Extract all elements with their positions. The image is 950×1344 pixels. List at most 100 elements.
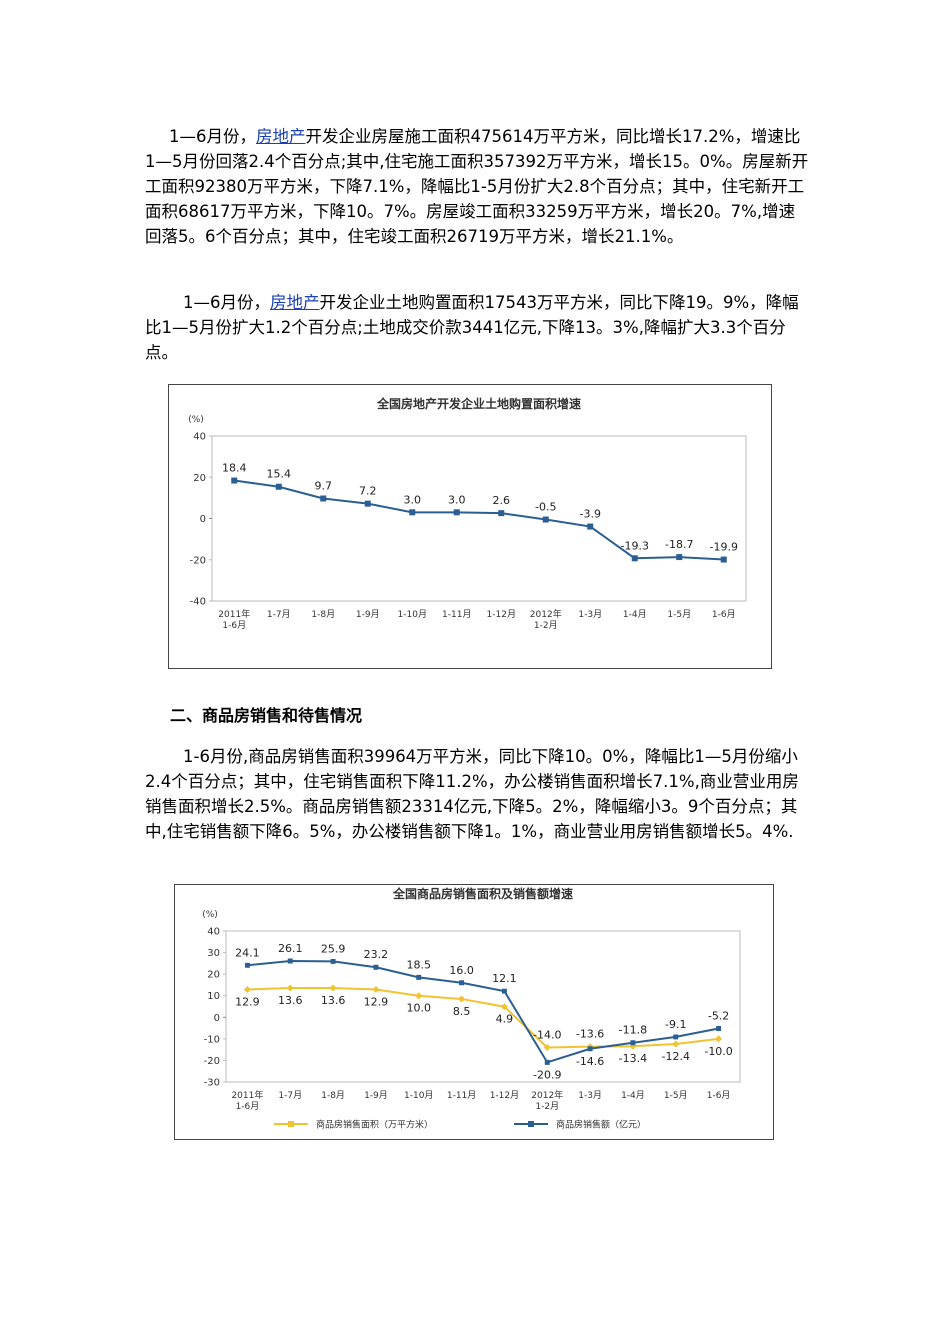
paragraph: 1—6月份，房地产开发企业房屋施工面积475614万平方米，同比增长17.2%，…: [145, 124, 810, 249]
point: [676, 554, 683, 561]
point: [243, 985, 251, 993]
point: [275, 483, 282, 490]
point: [498, 510, 505, 517]
x-tick-label: 2011年 1-6月: [231, 1089, 263, 1112]
chart-frame: [168, 384, 772, 669]
y-tick-label: -30: [204, 1078, 220, 1089]
x-tick-label: 1-3月: [578, 1090, 602, 1101]
data-label: 18.4: [222, 462, 247, 475]
x-tick-label: 1-8月: [311, 609, 335, 620]
link[interactable]: 房地产: [270, 293, 320, 312]
point: [416, 974, 422, 980]
data-label: 7.2: [359, 485, 377, 498]
data-label: 3.0: [448, 493, 466, 506]
paragraph: 1-6月份,商品房销售面积39964万平方米，同比下降10。0%，降幅比1—5月…: [145, 747, 799, 841]
chart-frame: [174, 884, 774, 1140]
y-tick-label: -20: [204, 1056, 220, 1067]
point: [330, 958, 336, 964]
x-tick-label: 1-9月: [356, 609, 380, 620]
point: [373, 964, 379, 970]
y-unit: (%): [202, 910, 218, 920]
link[interactable]: 房地产: [256, 127, 306, 146]
data-label: 13.6: [278, 994, 303, 1007]
point: [409, 509, 416, 516]
point: [364, 500, 371, 507]
y-tick-label: 20: [207, 970, 220, 981]
paragraph: 1—6月份，房地产开发企业土地购置面积17543万平方米，同比下降19。9%，降…: [145, 290, 810, 365]
y-tick-label: -10: [204, 1034, 220, 1045]
text: 开发企业土地购置面积17543万平方米，同比下降19。9%，降幅比1—5月份扩大…: [145, 293, 799, 362]
series-line: [234, 479, 724, 561]
data-label: 16.0: [449, 964, 474, 977]
point: [673, 1034, 679, 1040]
heading: 二、商品房销售和待售情况: [170, 706, 363, 725]
point: [587, 1046, 593, 1052]
data-label: -13.4: [619, 1052, 647, 1065]
x-tick-label: 1-8月: [321, 1090, 345, 1101]
point: [544, 1059, 550, 1065]
data-label: -19.3: [621, 539, 649, 552]
plot-frame: [211, 435, 747, 602]
x-tick-label: 1-5月: [667, 609, 691, 620]
x-tick-label: 1-4月: [623, 609, 647, 620]
point: [286, 984, 294, 992]
point: [329, 984, 337, 992]
chart: 全国房地产开发企业土地购置面积增速 (%) -40 -20 0 20 40 2011年 1-6月…: [168, 384, 772, 669]
data-label: -3.9: [580, 508, 601, 521]
data-label: -19.9: [710, 541, 738, 554]
data-label: -12.4: [662, 1050, 690, 1063]
point: [453, 509, 460, 516]
data-label: -10.0: [704, 1045, 732, 1058]
data-label: -11.8: [619, 1024, 647, 1037]
point: [231, 477, 238, 484]
text: 开发企业房屋施工面积475614万平方米，同比增长17.2%，增速比1—5月份回…: [145, 127, 809, 246]
x-tick-label: 1-11月: [442, 609, 471, 620]
series-line: [247, 959, 719, 1064]
point: [715, 1035, 723, 1043]
x-tick-label: 1-5月: [664, 1090, 688, 1101]
data-label: 23.2: [364, 948, 389, 961]
x-tick-label: 1-7月: [267, 609, 291, 620]
x-tick-label: 1-6月: [712, 609, 736, 620]
data-label: 12.9: [364, 995, 389, 1008]
data-label: -14.0: [533, 1028, 561, 1041]
x-tick-label: 2012年 1-2月: [530, 608, 562, 631]
x-tick-label: 1-9月: [364, 1090, 388, 1101]
point: [415, 992, 423, 1000]
x-tick-label: 2011年 1-6月: [218, 608, 250, 631]
data-label: 12.9: [235, 995, 260, 1008]
x-tick-label: 1-12月: [490, 1090, 519, 1101]
x-tick-label: 1-3月: [578, 609, 602, 620]
data-label: -18.7: [665, 538, 693, 551]
x-tick-label: 1-11月: [447, 1090, 476, 1101]
point: [587, 523, 594, 530]
data-label: -0.5: [535, 501, 556, 514]
y-tick-label: -20: [190, 555, 206, 566]
data-label: -20.9: [533, 1068, 561, 1081]
point: [372, 985, 380, 993]
chart-title: 全国商品房销售面积及销售额增速: [392, 886, 573, 901]
data-label: 8.5: [453, 1005, 471, 1018]
y-tick-label: 20: [193, 473, 206, 484]
plot-frame: [225, 930, 741, 1083]
legend-label: 商品房销售额（亿元）: [556, 1119, 646, 1131]
y-tick-label: 40: [193, 432, 206, 443]
data-label: 25.9: [321, 942, 346, 955]
chart: 全国商品房销售面积及销售额增速 (%) -30 -20 -10 0 10 20 30 40 2011…: [174, 884, 774, 1140]
data-label: -9.1: [665, 1018, 686, 1031]
data-label: -13.6: [576, 1028, 604, 1041]
point: [458, 995, 466, 1003]
point: [459, 980, 465, 986]
point: [542, 516, 549, 523]
x-tick-label: 1-7月: [278, 1090, 302, 1101]
legend-label: 商品房销售面积（万平方米）: [316, 1119, 433, 1131]
data-label: 15.4: [267, 468, 292, 481]
data-label: 4.9: [496, 1013, 513, 1026]
text: 1—6月份，: [169, 127, 256, 146]
x-tick-label: 1-10月: [404, 1090, 433, 1101]
point: [501, 988, 507, 994]
point: [287, 958, 293, 964]
x-tick-label: 1-6月: [707, 1090, 731, 1101]
legend-marker: [288, 1121, 294, 1127]
